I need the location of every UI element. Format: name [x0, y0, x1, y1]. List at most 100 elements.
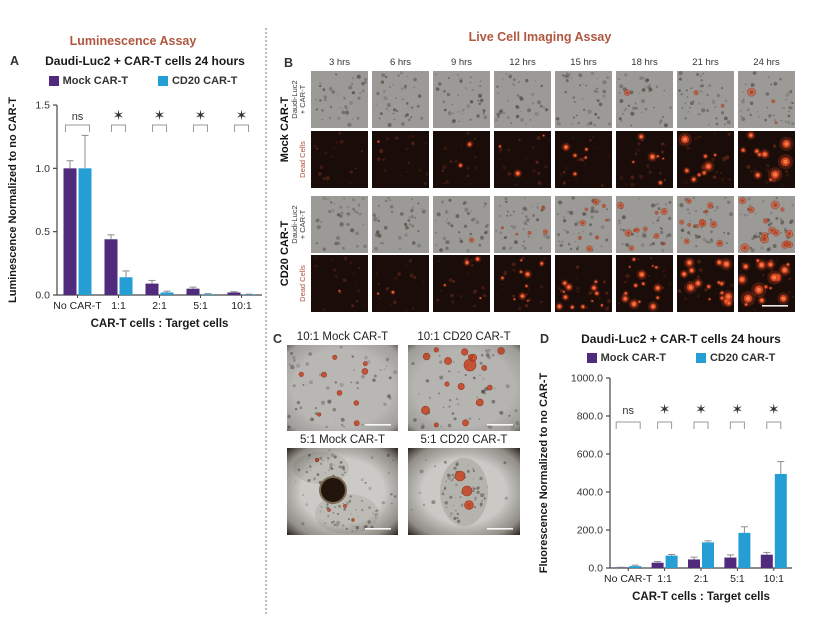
y-axis-label: Luminescence Normalized to no CAR-T: [7, 97, 19, 303]
micrograph-mock-car-t-dead-2: [433, 131, 490, 188]
timepoint-label: 24 hrs: [753, 57, 780, 68]
micrograph-cd20-car-t-phase-7: [738, 196, 795, 253]
svg-text:200.0: 200.0: [577, 525, 603, 537]
timepoint-label: 18 hrs: [631, 57, 658, 68]
panel-d-legend: Mock CAR-T CD20 CAR-T: [559, 352, 803, 364]
luminescence-bar-chart: 0.0 0.5 1.0 1.5 No CAR-T ns 1:1 ✶ 2:1 ✶ 5:1 ✶ 10:1 ✶ L…: [7, 97, 262, 330]
ns-marker: ns: [72, 111, 84, 123]
micrograph-mock-car-t-dead-0: [311, 131, 368, 188]
micrograph-title-5-1-mock: 5:1 Mock CAR-T: [300, 434, 385, 446]
panel-d-label: D: [540, 332, 550, 346]
svg-text:1.5: 1.5: [35, 100, 50, 112]
panel-divider-dotted-line: [265, 28, 267, 614]
micrograph-title-10-1-mock: 10:1 Mock CAR-T: [296, 331, 389, 343]
legend-item: Mock CAR-T: [48, 75, 128, 87]
micrograph-mock-car-t-dead-5: [616, 131, 673, 188]
significance-star: ✶: [768, 401, 780, 417]
panel-a-label: A: [10, 54, 20, 68]
panel-d-fluorescence: D Daudi-Luc2 + CAR-T cells 24 hours Mock…: [535, 330, 813, 621]
svg-text:5:1: 5:1: [193, 300, 208, 312]
micrograph-mock-car-t-phase-6: [677, 71, 734, 128]
micrograph-mock-car-t-dead-4: [555, 131, 612, 188]
micrograph-5-1-cd20: [408, 448, 520, 535]
micrograph-cd20-car-t-phase-5: [616, 196, 673, 253]
svg-text:1.0: 1.0: [35, 163, 50, 175]
micrograph-10-1-mock: [287, 345, 398, 431]
panel-a-luminescence: Luminescence Assay A Daudi-Luc2 + CAR-T …: [0, 30, 266, 350]
timepoint-label: 15 hrs: [570, 57, 597, 68]
micrograph-mock-car-t-phase-4: [555, 71, 612, 128]
micrograph-cd20-car-t-dead-3: [494, 255, 551, 312]
micrograph-mock-car-t-phase-1: [372, 71, 429, 128]
live-cell-imaging-assay-title: Live Cell Imaging Assay: [468, 30, 612, 44]
legend-swatch: [48, 76, 59, 86]
row-label-daudi-luc2-car-t: Daudi-Luc2 + CAR-T: [290, 80, 307, 119]
panel-a-legend: Mock CAR-T CD20 CAR-T: [20, 75, 266, 87]
significance-star: ✶: [659, 401, 671, 417]
timepoint-label: 9 hrs: [450, 57, 473, 68]
luminescence-assay-title: Luminescence Assay: [69, 34, 197, 48]
micrograph-cd20-car-t-phase-3: [494, 196, 551, 253]
micrograph-mock-car-t-phase-3: [494, 71, 551, 128]
micrograph-cd20-car-t-dead-4: [555, 255, 612, 312]
svg-text:2:1: 2:1: [152, 300, 167, 312]
micrograph-cd20-car-t-dead-7: [736, 255, 795, 312]
micrograph-5-1-mock: [287, 448, 398, 535]
micrograph-mock-car-t-phase-0: [311, 71, 368, 128]
x-axis-label: CAR-T cells : Target cells: [632, 591, 770, 603]
timepoint-label: 3 hrs: [328, 57, 351, 68]
micrograph-mock-car-t-dead-3: [494, 131, 551, 188]
micrograph-cd20-car-t-phase-6: [677, 196, 734, 253]
svg-text:10:1: 10:1: [231, 300, 252, 312]
legend-label: Mock CAR-T: [62, 75, 128, 87]
legend-swatch: [157, 76, 168, 86]
micrograph-title-10-1-cd20: 10:1 CD20 CAR-T: [417, 331, 511, 343]
significance-star: ✶: [154, 107, 166, 123]
legend-item: Mock CAR-T: [586, 352, 666, 364]
significance-star: ✶: [113, 107, 125, 123]
panel-c-label: C: [273, 332, 283, 346]
legend-item: CD20 CAR-T: [157, 75, 238, 87]
svg-text:1:1: 1:1: [657, 573, 672, 585]
significance-star: ✶: [695, 401, 707, 417]
svg-text:800.0: 800.0: [577, 411, 603, 423]
significance-star: ✶: [236, 107, 248, 123]
panel-a-chart-title: Daudi-Luc2 + CAR-T cells 24 hours: [45, 54, 245, 68]
svg-text:1000.0: 1000.0: [571, 373, 603, 385]
svg-text:0.5: 0.5: [35, 226, 50, 238]
micrograph-title-5-1-cd20: 5:1 CD20 CAR-T: [420, 434, 508, 446]
svg-text:600.0: 600.0: [577, 449, 603, 461]
micrograph-mock-car-t-phase-2: [433, 71, 490, 128]
micrograph-cd20-car-t-phase-2: [433, 196, 490, 253]
micrograph-mock-car-t-dead-7: [738, 130, 795, 188]
legend-label: CD20 CAR-T: [171, 75, 238, 87]
micrograph-cd20-car-t-dead-5: [616, 255, 673, 312]
svg-text:10:1: 10:1: [764, 573, 785, 585]
legend-label: Mock CAR-T: [600, 352, 666, 364]
micrograph-cd20-car-t-dead-6: [677, 255, 735, 312]
ns-marker: ns: [622, 405, 634, 417]
svg-text:5:1: 5:1: [730, 573, 745, 585]
timepoint-label: 12 hrs: [509, 57, 536, 68]
timepoint-label: 21 hrs: [692, 57, 719, 68]
svg-text:0.0: 0.0: [588, 563, 603, 575]
legend-swatch: [695, 353, 706, 363]
svg-text:1:1: 1:1: [111, 300, 126, 312]
row-label-dead-cells: Dead Cells: [298, 141, 307, 178]
micrograph-mock-car-t-phase-5: [616, 71, 673, 128]
svg-text:0.0: 0.0: [35, 290, 50, 302]
x-axis-label: CAR-T cells : Target cells: [91, 318, 229, 330]
micrograph-cd20-car-t-phase-1: [372, 196, 429, 253]
fluorescence-bar-chart: 0.0 200.0 400.0 600.0 800.0 1000.0 No CAR-T ns 1…: [538, 372, 792, 603]
micrograph-mock-car-t-phase-7: [738, 71, 795, 128]
timepoint-label: 6 hrs: [389, 57, 412, 68]
legend-label: CD20 CAR-T: [709, 352, 776, 364]
svg-text:No CAR-T: No CAR-T: [53, 300, 102, 312]
panel-b-live-cell-imaging: Live Cell Imaging Assay B 3 hrs 6 hrs 9 hr…: [278, 30, 813, 322]
micrograph-cd20-car-t-phase-0: [311, 196, 368, 253]
micrograph-mock-car-t-dead-6: [677, 131, 734, 188]
panel-b-label: B: [284, 56, 294, 70]
significance-star: ✶: [732, 401, 744, 417]
y-axis-label: Fluorescence Normalized to no CAR-T: [538, 372, 550, 573]
